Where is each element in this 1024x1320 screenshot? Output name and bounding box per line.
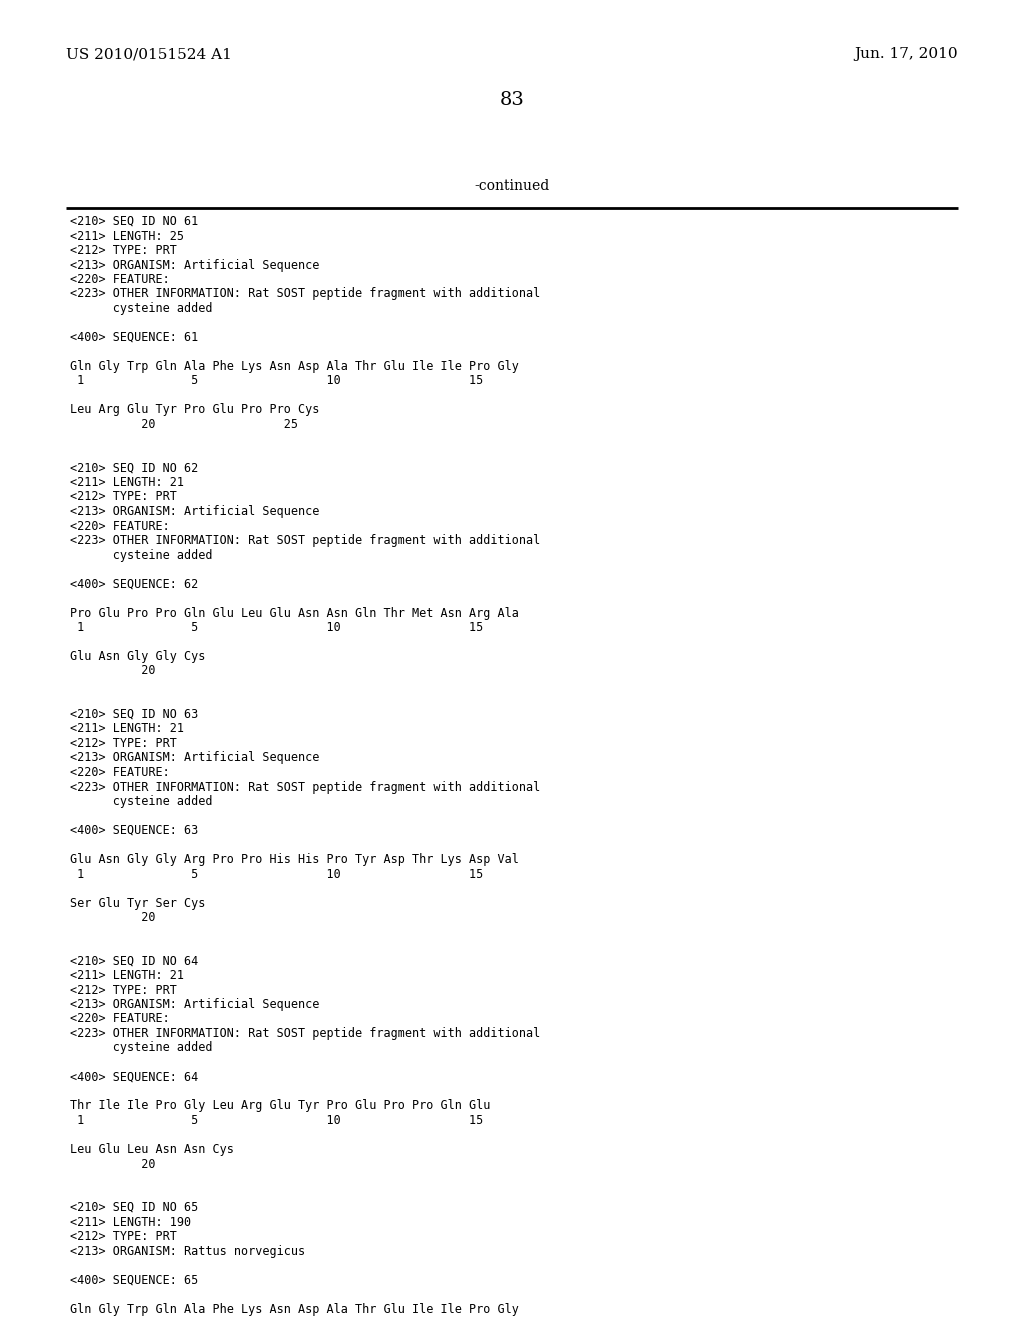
Text: Gln Gly Trp Gln Ala Phe Lys Asn Asp Ala Thr Glu Ile Ile Pro Gly: Gln Gly Trp Gln Ala Phe Lys Asn Asp Ala … (70, 1303, 519, 1316)
Text: cysteine added: cysteine added (70, 302, 213, 315)
Text: <223> OTHER INFORMATION: Rat SOST peptide fragment with additional: <223> OTHER INFORMATION: Rat SOST peptid… (70, 1027, 541, 1040)
Text: <220> FEATURE:: <220> FEATURE: (70, 273, 170, 286)
Text: Glu Asn Gly Gly Arg Pro Pro His His Pro Tyr Asp Thr Lys Asp Val: Glu Asn Gly Gly Arg Pro Pro His His Pro … (70, 853, 519, 866)
Text: <213> ORGANISM: Artificial Sequence: <213> ORGANISM: Artificial Sequence (70, 998, 319, 1011)
Text: <211> LENGTH: 21: <211> LENGTH: 21 (70, 477, 184, 488)
Text: cysteine added: cysteine added (70, 549, 213, 561)
Text: <211> LENGTH: 21: <211> LENGTH: 21 (70, 722, 184, 735)
Text: 1               5                  10                  15: 1 5 10 15 (70, 867, 483, 880)
Text: Pro Glu Pro Pro Gln Glu Leu Glu Asn Asn Gln Thr Met Asn Arg Ala: Pro Glu Pro Pro Gln Glu Leu Glu Asn Asn … (70, 606, 519, 619)
Text: 83: 83 (500, 91, 524, 110)
Text: <212> TYPE: PRT: <212> TYPE: PRT (70, 983, 177, 997)
Text: <212> TYPE: PRT: <212> TYPE: PRT (70, 737, 177, 750)
Text: <212> TYPE: PRT: <212> TYPE: PRT (70, 1230, 177, 1243)
Text: <400> SEQUENCE: 64: <400> SEQUENCE: 64 (70, 1071, 199, 1084)
Text: 20                  25: 20 25 (70, 418, 298, 432)
Text: US 2010/0151524 A1: US 2010/0151524 A1 (66, 48, 231, 61)
Text: <400> SEQUENCE: 65: <400> SEQUENCE: 65 (70, 1274, 199, 1287)
Text: cysteine added: cysteine added (70, 1041, 213, 1055)
Text: Thr Ile Ile Pro Gly Leu Arg Glu Tyr Pro Glu Pro Pro Gln Glu: Thr Ile Ile Pro Gly Leu Arg Glu Tyr Pro … (70, 1100, 490, 1113)
Text: <400> SEQUENCE: 63: <400> SEQUENCE: 63 (70, 824, 199, 837)
Text: <223> OTHER INFORMATION: Rat SOST peptide fragment with additional: <223> OTHER INFORMATION: Rat SOST peptid… (70, 535, 541, 546)
Text: <212> TYPE: PRT: <212> TYPE: PRT (70, 244, 177, 257)
Text: <210> SEQ ID NO 62: <210> SEQ ID NO 62 (70, 462, 199, 474)
Text: 20: 20 (70, 664, 156, 677)
Text: <220> FEATURE:: <220> FEATURE: (70, 766, 170, 779)
Text: <400> SEQUENCE: 61: <400> SEQUENCE: 61 (70, 331, 199, 345)
Text: 1               5                  10                  15: 1 5 10 15 (70, 620, 483, 634)
Text: <210> SEQ ID NO 65: <210> SEQ ID NO 65 (70, 1201, 199, 1214)
Text: 1               5                  10                  15: 1 5 10 15 (70, 1114, 483, 1127)
Text: <220> FEATURE:: <220> FEATURE: (70, 1012, 170, 1026)
Text: <211> LENGTH: 21: <211> LENGTH: 21 (70, 969, 184, 982)
Text: <213> ORGANISM: Artificial Sequence: <213> ORGANISM: Artificial Sequence (70, 506, 319, 517)
Text: <210> SEQ ID NO 63: <210> SEQ ID NO 63 (70, 708, 199, 721)
Text: Leu Glu Leu Asn Asn Cys: Leu Glu Leu Asn Asn Cys (70, 1143, 233, 1156)
Text: 20: 20 (70, 911, 156, 924)
Text: Jun. 17, 2010: Jun. 17, 2010 (854, 48, 958, 61)
Text: <210> SEQ ID NO 64: <210> SEQ ID NO 64 (70, 954, 199, 968)
Text: <400> SEQUENCE: 62: <400> SEQUENCE: 62 (70, 578, 199, 590)
Text: Gln Gly Trp Gln Ala Phe Lys Asn Asp Ala Thr Glu Ile Ile Pro Gly: Gln Gly Trp Gln Ala Phe Lys Asn Asp Ala … (70, 360, 519, 374)
Text: <211> LENGTH: 190: <211> LENGTH: 190 (70, 1216, 191, 1229)
Text: <213> ORGANISM: Rattus norvegicus: <213> ORGANISM: Rattus norvegicus (70, 1245, 305, 1258)
Text: Glu Asn Gly Gly Cys: Glu Asn Gly Gly Cys (70, 649, 206, 663)
Text: <211> LENGTH: 25: <211> LENGTH: 25 (70, 230, 184, 243)
Text: Leu Arg Glu Tyr Pro Glu Pro Pro Cys: Leu Arg Glu Tyr Pro Glu Pro Pro Cys (70, 404, 319, 417)
Text: -continued: -continued (474, 180, 550, 193)
Text: <213> ORGANISM: Artificial Sequence: <213> ORGANISM: Artificial Sequence (70, 751, 319, 764)
Text: 20: 20 (70, 1158, 156, 1171)
Text: <223> OTHER INFORMATION: Rat SOST peptide fragment with additional: <223> OTHER INFORMATION: Rat SOST peptid… (70, 288, 541, 301)
Text: <210> SEQ ID NO 61: <210> SEQ ID NO 61 (70, 215, 199, 228)
Text: Ser Glu Tyr Ser Cys: Ser Glu Tyr Ser Cys (70, 896, 206, 909)
Text: cysteine added: cysteine added (70, 795, 213, 808)
Text: <223> OTHER INFORMATION: Rat SOST peptide fragment with additional: <223> OTHER INFORMATION: Rat SOST peptid… (70, 780, 541, 793)
Text: <212> TYPE: PRT: <212> TYPE: PRT (70, 491, 177, 503)
Text: <220> FEATURE:: <220> FEATURE: (70, 520, 170, 532)
Text: <213> ORGANISM: Artificial Sequence: <213> ORGANISM: Artificial Sequence (70, 259, 319, 272)
Text: 1               5                  10                  15: 1 5 10 15 (70, 375, 483, 388)
